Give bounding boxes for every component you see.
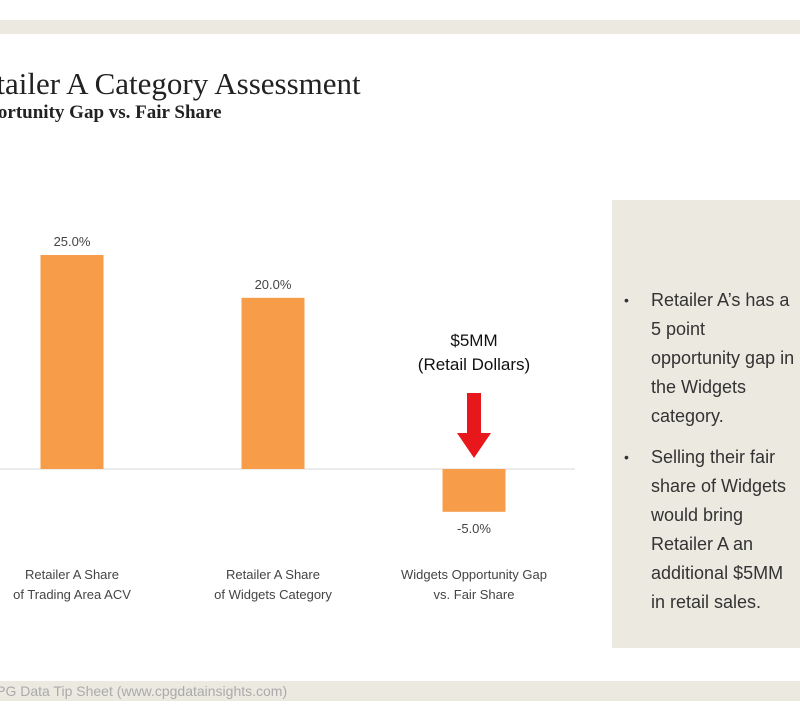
bar [241, 297, 305, 469]
insight-text: Selling their fair share of Widgets woul… [651, 447, 787, 612]
bullet-dot: • [624, 449, 629, 465]
category-label: Retailer A Share [25, 567, 119, 582]
data-label: -5.0% [457, 521, 491, 536]
bar [40, 255, 104, 469]
insight-text: Retailer A’s has a 5 point opportunity g… [651, 290, 795, 426]
insight-bullet: • Retailer A’s has a 5 point opportunity… [612, 286, 797, 431]
data-label: 20.0% [255, 277, 292, 292]
bullet-dot: • [624, 292, 629, 308]
category-label: of Trading Area ACV [13, 587, 131, 602]
insight-bullet: • Selling their fair share of Widgets wo… [612, 443, 800, 617]
bar [442, 469, 506, 512]
down-arrow-icon [457, 393, 491, 458]
bar-chart: 25.0% Retailer A Share of Trading Area ACV… [0, 234, 575, 602]
category-label: Retailer A Share [226, 567, 320, 582]
data-label: 25.0% [54, 234, 91, 249]
page-title: Retailer A Category Assessment [0, 66, 361, 101]
footer-source: CPG Data Tip Sheet (www.cpgdatainsights.… [0, 683, 288, 699]
insights-panel: • Retailer A’s has a 5 point opportunity… [612, 200, 800, 648]
top-band [0, 20, 800, 34]
page-subtitle: Opportunity Gap vs. Fair Share [0, 102, 222, 123]
category-label: vs. Fair Share [434, 587, 515, 602]
footer-band [0, 681, 800, 701]
annotation-unit: (Retail Dollars) [418, 355, 530, 374]
annotation-amount: $5MM [450, 331, 497, 350]
insights-list: • Retailer A’s has a 5 point opportunity… [612, 286, 800, 629]
category-label: of Widgets Category [214, 587, 332, 602]
category-label: Widgets Opportunity Gap [401, 567, 547, 582]
